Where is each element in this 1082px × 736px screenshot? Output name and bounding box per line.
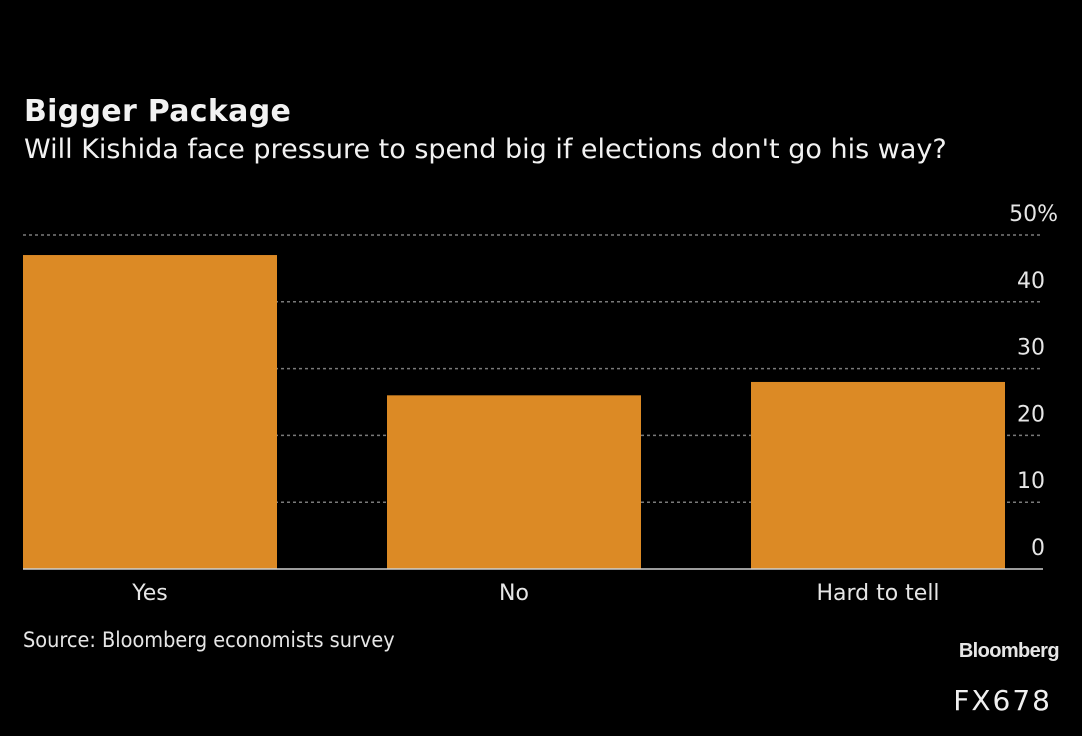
x-tick-label: Yes <box>131 581 168 606</box>
y-tick-label: 20 <box>1017 402 1045 427</box>
chart-title: Bigger Package <box>24 94 292 129</box>
x-tick-label: No <box>499 581 529 606</box>
bar-hard-to-tell <box>751 381 1005 569</box>
y-tick-label: 10 <box>1017 469 1045 494</box>
y-tick-label: 40 <box>1017 269 1045 294</box>
y-tick-label: 30 <box>1017 336 1045 361</box>
source-note: Source: Bloomberg economists survey <box>23 628 395 652</box>
bar-yes <box>23 255 277 570</box>
y-tick-label: 50% <box>1009 202 1058 227</box>
bloomberg-logo: Bloomberg <box>958 640 1060 662</box>
axes: 0 10 20 30 40 50% Yes No Hard to tell <box>23 202 1058 606</box>
x-tick-label: Hard to tell <box>816 581 939 606</box>
bars <box>23 255 1005 570</box>
chart-code: FX678 <box>953 684 1052 717</box>
y-tick-label: 0 <box>1031 536 1045 561</box>
chart-subtitle: Will Kishida face pressure to spend big … <box>24 134 947 165</box>
bar-no <box>387 395 641 569</box>
